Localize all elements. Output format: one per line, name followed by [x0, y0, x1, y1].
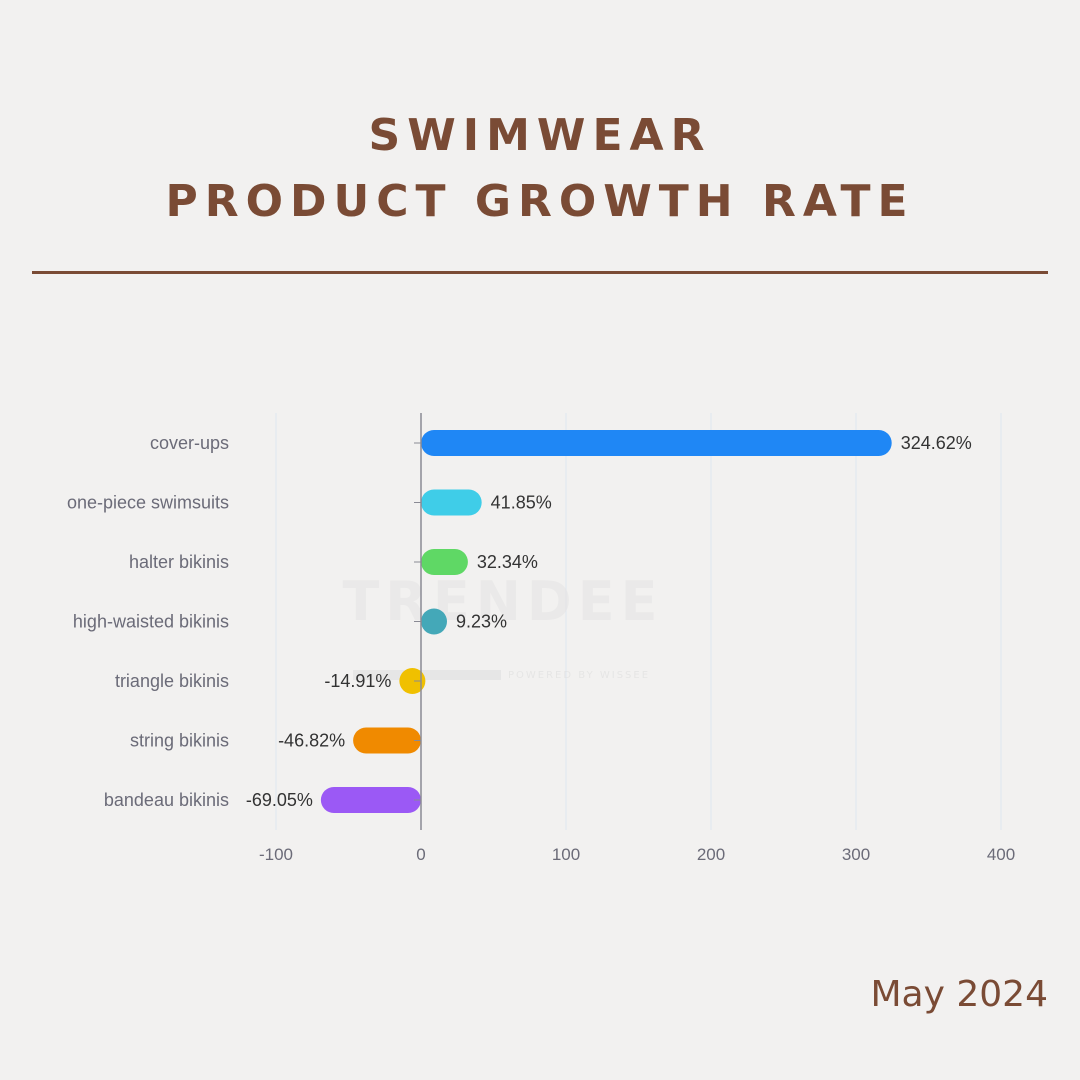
value-label: -14.91%	[324, 671, 391, 691]
value-label: 41.85%	[491, 493, 552, 513]
category-label: bandeau bikinis	[104, 790, 229, 810]
bar-bandeau-bikinis	[320, 787, 421, 813]
value-label: 324.62%	[901, 433, 972, 453]
category-label: triangle bikinis	[115, 671, 229, 691]
title-divider	[32, 271, 1048, 274]
bar-halter-bikinis	[421, 549, 468, 575]
watermark-bar	[353, 670, 501, 680]
watermark: TRENDEE POWERED BY WISSEE	[342, 570, 663, 681]
watermark-tagline: POWERED BY WISSEE	[508, 670, 650, 681]
value-label: 32.34%	[477, 552, 538, 572]
x-tick-label: 200	[697, 845, 725, 864]
bar-one-piece-swimsuits	[421, 489, 482, 516]
value-label: -69.05%	[246, 790, 313, 810]
x-tick-label: -100	[259, 845, 293, 864]
value-label: -46.82%	[278, 731, 345, 751]
x-tick-label: 0	[416, 845, 425, 864]
bar-chart: TRENDEE POWERED BY WISSEE -100 0 100 200 300…	[67, 413, 1015, 864]
category-label: halter bikinis	[129, 552, 229, 572]
report-date: May 2024	[870, 974, 1049, 1015]
category-label: high-waisted bikinis	[73, 612, 229, 632]
bars	[320, 430, 892, 813]
title-line-2: PRODUCT GROWTH RATE	[165, 176, 915, 227]
x-tick-label: 300	[842, 845, 870, 864]
category-label: one-piece swimsuits	[67, 493, 229, 513]
gridlines	[275, 413, 1002, 830]
bar-cover-ups	[421, 430, 892, 456]
labels: -100 0 100 200 300 400 cover-ups 324.62% one-pie…	[67, 433, 1015, 864]
value-label: 9.23%	[456, 612, 507, 632]
bar-string-bikinis	[353, 727, 421, 754]
watermark-brand: TRENDEE	[342, 570, 663, 633]
category-label: string bikinis	[130, 731, 229, 751]
x-tick-label: 100	[552, 845, 580, 864]
bar-triangle-bikinis	[399, 668, 426, 694]
bar-high-waisted-bikinis	[421, 608, 447, 635]
category-label: cover-ups	[150, 433, 229, 453]
x-tick-label: 400	[987, 845, 1015, 864]
title-line-1: SWIMWEAR	[368, 110, 712, 161]
